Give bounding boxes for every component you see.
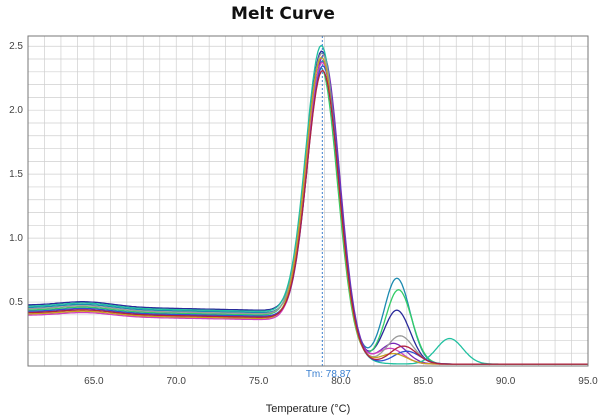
x-tick-label: 70.0 bbox=[167, 376, 187, 387]
x-tick-label: 90.0 bbox=[496, 376, 516, 387]
x-tick-label: 65.0 bbox=[84, 376, 104, 387]
plot-frame bbox=[27, 35, 589, 367]
y-tick-label: 0.5 bbox=[9, 297, 23, 308]
x-axis-ticks: 65.0 70.0 75.0 80.0 85.0 90.0 95.0 bbox=[84, 376, 598, 387]
x-tick-label: 85.0 bbox=[414, 376, 434, 387]
x-tick-label: 75.0 bbox=[249, 376, 269, 387]
x-tick-label: 80.0 bbox=[331, 376, 351, 387]
annotation-group: Tm: 78.87 bbox=[306, 36, 351, 380]
y-axis-ticks: 0.5 1.0 1.5 2.0 2.5 bbox=[9, 41, 23, 308]
x-axis-label: Temperature (°C) bbox=[266, 403, 350, 415]
chart-title: Melt Curve bbox=[231, 4, 335, 24]
y-tick-label: 1.0 bbox=[9, 233, 23, 244]
series-line-well-10 bbox=[28, 69, 588, 365]
y-tick-label: 2.5 bbox=[9, 41, 23, 52]
y-tick-label: 2.0 bbox=[9, 105, 23, 116]
series-group bbox=[27, 44, 588, 365]
y-tick-label: 1.5 bbox=[9, 169, 23, 180]
x-tick-label: 95.0 bbox=[578, 376, 598, 387]
grid bbox=[27, 36, 589, 366]
tm-label: Tm: 78.87 bbox=[306, 369, 351, 380]
